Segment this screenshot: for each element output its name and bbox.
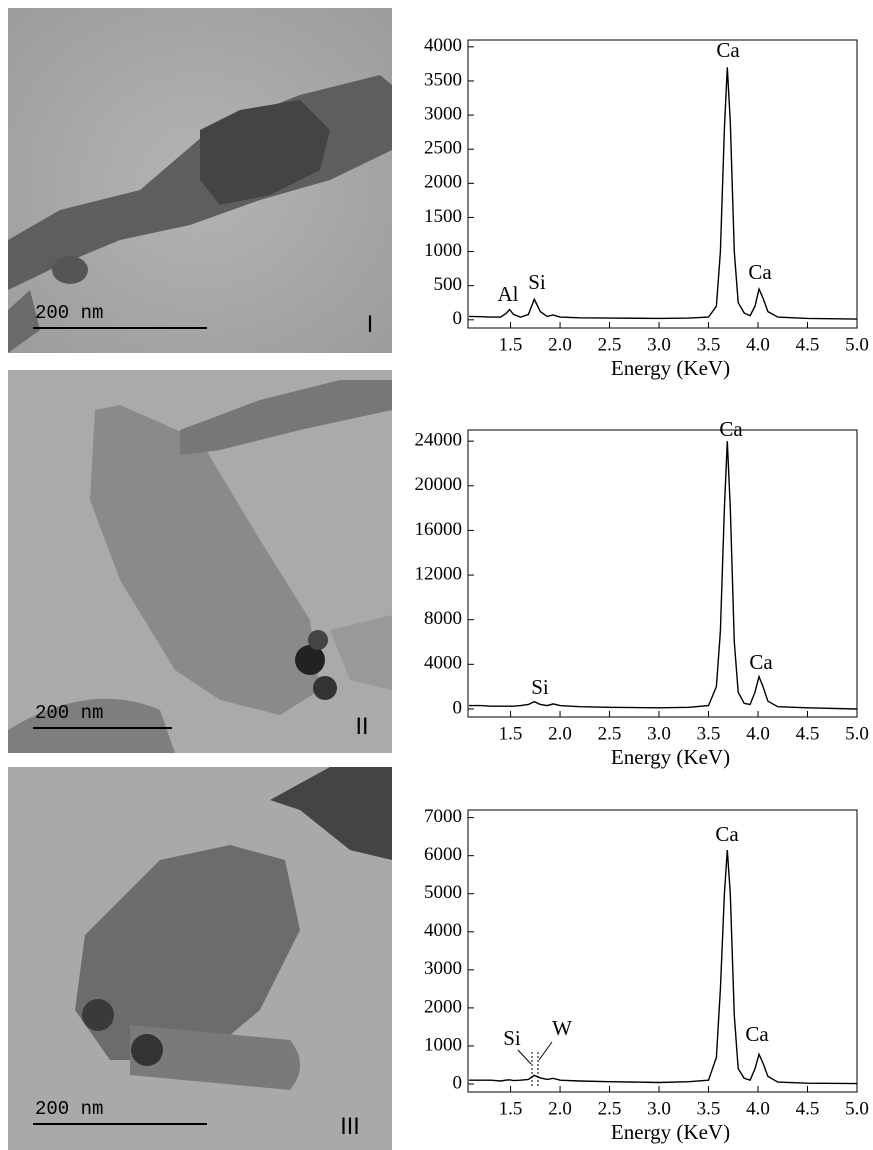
plot-frame: [468, 810, 857, 1092]
x-tick-label: 4.5: [796, 1098, 820, 1119]
y-tick-label: 4000: [424, 920, 462, 941]
scale-bar-label: 200 nm: [35, 302, 103, 324]
y-tick-label: 3000: [424, 103, 462, 124]
panel-label: I: [367, 313, 374, 338]
y-tick-label: 3000: [424, 958, 462, 979]
y-tick-label: 2500: [424, 138, 462, 159]
x-tick-label: 3.5: [697, 334, 721, 355]
scale-bar-label: 200 nm: [35, 1098, 103, 1120]
y-tick-label: 2000: [424, 172, 462, 193]
figure: 200 nm I 200 nm II 200 nm III 0 500 1000 1500 2000…: [0, 0, 873, 1150]
peak-label: Si: [531, 675, 549, 699]
plot-frame: [468, 40, 857, 328]
x-tick-label: 2.5: [598, 334, 622, 355]
y-tick-label: 16000: [415, 519, 463, 540]
y-tick-label: 1500: [424, 206, 462, 227]
peak-label: Ca: [716, 38, 740, 62]
y-tick-label: 0: [453, 308, 463, 329]
spectrum-line: [469, 441, 857, 709]
panel-label: III: [340, 1115, 359, 1140]
x-tick-label: 5.0: [845, 723, 869, 744]
y-tick-label: 3500: [424, 69, 462, 90]
x-axis-label: Energy (KeV): [611, 356, 730, 380]
x-tick-label: 5.0: [845, 1098, 869, 1119]
y-tick-label: 7000: [424, 806, 462, 827]
y-tick-label: 24000: [415, 430, 463, 451]
x-tick-label: 4.5: [796, 334, 820, 355]
y-tick-label: 0: [453, 697, 463, 718]
x-tick-label: 3.0: [647, 334, 671, 355]
spectrum-line: [469, 67, 857, 319]
x-tick-label: 3.5: [697, 1098, 721, 1119]
peak-label: Ca: [748, 260, 772, 284]
y-tick-label: 4000: [424, 35, 462, 56]
x-tick-label: 2.0: [548, 1098, 572, 1119]
peak-label: Ca: [719, 417, 743, 441]
y-tick-label: 0: [453, 1072, 463, 1093]
scale-bar-label: 200 nm: [35, 702, 103, 724]
peak-label: W: [552, 1016, 572, 1040]
x-tick-label: 2.5: [598, 1098, 622, 1119]
peak-label: Si: [503, 1026, 521, 1050]
x-tick-label: 1.5: [499, 723, 523, 744]
y-tick-label: 5000: [424, 882, 462, 903]
spectrum-line: [469, 850, 857, 1084]
x-axis-label: Energy (KeV): [611, 745, 730, 769]
y-tick-label: 1000: [424, 240, 462, 261]
plot-frame: [468, 430, 857, 717]
x-tick-label: 2.0: [548, 723, 572, 744]
x-tick-label: 1.5: [499, 1098, 523, 1119]
arrow: [518, 1050, 531, 1064]
arrow: [539, 1042, 552, 1060]
x-axis-label: Energy (KeV): [611, 1120, 730, 1144]
peak-label: Ca: [749, 650, 773, 674]
x-tick-label: 5.0: [845, 334, 869, 355]
y-tick-label: 500: [434, 274, 463, 295]
x-tick-label: 4.0: [746, 334, 770, 355]
x-tick-label: 2.5: [598, 723, 622, 744]
tem-image: [8, 370, 392, 753]
x-tick-label: 4.0: [746, 1098, 770, 1119]
y-tick-label: 4000: [424, 653, 462, 674]
x-tick-label: 4.0: [746, 723, 770, 744]
y-tick-label: 6000: [424, 844, 462, 865]
y-tick-label: 20000: [415, 474, 463, 495]
x-tick-label: 3.5: [697, 723, 721, 744]
peak-label: Ca: [745, 1022, 769, 1046]
y-tick-label: 2000: [424, 996, 462, 1017]
y-tick-label: 8000: [424, 608, 462, 629]
y-tick-label: 12000: [415, 563, 463, 584]
tem-image: [8, 767, 392, 1150]
x-tick-label: 4.5: [796, 723, 820, 744]
panel-label: II: [356, 715, 369, 740]
x-tick-label: 1.5: [499, 334, 523, 355]
x-tick-label: 3.0: [647, 723, 671, 744]
peak-label: Al: [498, 282, 519, 306]
y-tick-label: 1000: [424, 1034, 462, 1055]
peak-label: Ca: [715, 822, 739, 846]
peak-label: Si: [528, 270, 546, 294]
x-tick-label: 2.0: [548, 334, 572, 355]
x-tick-label: 3.0: [647, 1098, 671, 1119]
